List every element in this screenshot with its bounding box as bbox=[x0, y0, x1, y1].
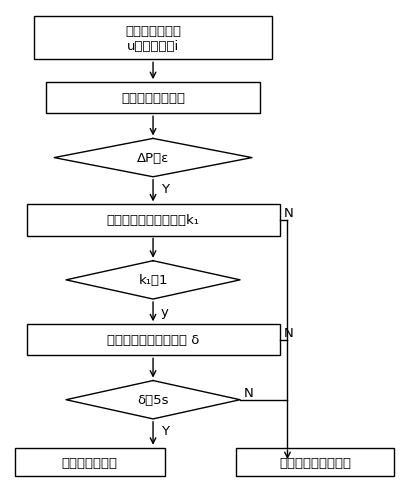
FancyBboxPatch shape bbox=[34, 17, 272, 60]
FancyBboxPatch shape bbox=[15, 448, 165, 476]
Text: 用户进线端电压
u、电流信号i: 用户进线端电压 u、电流信号i bbox=[125, 25, 181, 53]
Text: N: N bbox=[284, 326, 293, 339]
FancyBboxPatch shape bbox=[26, 325, 279, 356]
Text: 非变频空调启动: 非变频空调启动 bbox=[62, 455, 118, 469]
Text: N: N bbox=[244, 386, 254, 399]
Text: k₁＞1: k₁＞1 bbox=[138, 274, 168, 287]
Text: ΔP＞ε: ΔP＞ε bbox=[137, 152, 169, 165]
Text: Y: Y bbox=[161, 183, 169, 196]
Text: δ＞5s: δ＞5s bbox=[137, 393, 169, 407]
FancyBboxPatch shape bbox=[26, 205, 279, 236]
FancyBboxPatch shape bbox=[236, 448, 394, 476]
Text: 计算平均功率增量: 计算平均功率增量 bbox=[121, 92, 185, 105]
FancyBboxPatch shape bbox=[46, 83, 260, 114]
Text: 计算启动突变电流倍数k₁: 计算启动突变电流倍数k₁ bbox=[107, 214, 200, 227]
Text: 不是非变频空调启动: 不是非变频空调启动 bbox=[279, 455, 351, 469]
Text: y: y bbox=[161, 305, 169, 318]
Text: 计算启动过程持续时长 δ: 计算启动过程持续时长 δ bbox=[107, 333, 199, 347]
Text: Y: Y bbox=[161, 424, 169, 438]
Text: N: N bbox=[284, 207, 293, 220]
